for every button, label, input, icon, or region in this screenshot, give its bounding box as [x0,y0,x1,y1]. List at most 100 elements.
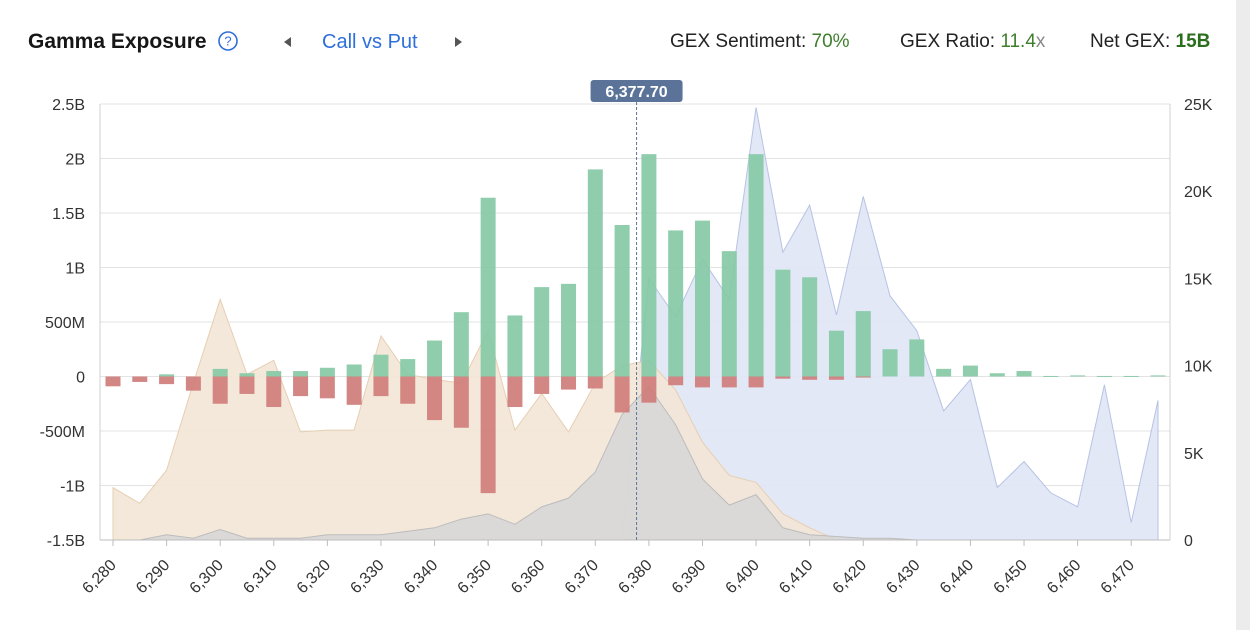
call-gex-bar [1016,371,1032,377]
call-gex-bar [694,220,710,377]
call-gex-bar [909,339,925,377]
put-gex-bar [748,376,764,388]
x-tick-label: 6,430 [883,557,923,597]
y-left-tick-label: 1.5B [52,206,85,223]
call-gex-bar [319,367,335,377]
put-gex-bar [266,376,282,408]
y-left-tick-label: -1B [60,479,85,496]
call-gex-bar [855,311,871,377]
gex-sentiment-stat: GEX Sentiment: 70% [670,31,850,53]
gex-ratio-value: 11.4 [1000,31,1036,52]
call-gex-bar [480,197,496,377]
put-gex-bar [507,376,523,408]
call-gex-bar [453,312,469,377]
call-gex-bar [748,154,764,377]
put-gex-bar [802,376,818,380]
chart-title: Gamma Exposure [28,30,207,53]
put-gex-bar [159,376,175,385]
gex-ratio-stat: GEX Ratio: 11.4x [900,31,1045,53]
call-gex-bar [882,349,898,377]
call-gex-bar [936,368,952,377]
y-right-tick-label: 15K [1184,271,1213,288]
x-tick-label: 6,470 [1098,557,1138,597]
put-gex-bar [775,376,791,379]
y-right-tick-label: 5K [1184,446,1204,463]
call-gex-bar [1096,375,1112,377]
call-gex-bar [1043,375,1059,377]
x-tick-label: 6,350 [455,557,495,597]
x-tick-label: 6,400 [723,557,763,597]
put-gex-bar [132,376,148,382]
call-gex-bar [721,251,737,377]
y-right-tick-label: 10K [1184,359,1213,376]
put-gex-bar [105,376,121,387]
chart-mode-selector[interactable]: Call vs Put [322,31,418,53]
svg-text:?: ? [224,34,231,49]
call-gex-bar [641,154,657,377]
y-right-tick-label: 20K [1184,184,1213,201]
x-tick-label: 6,410 [776,557,816,597]
put-gex-bar [373,376,389,397]
call-gex-bar [668,230,684,377]
call-gex-bar [561,283,577,377]
y-left-tick-label: 0 [76,370,85,387]
y-left-tick-label: 1B [65,261,85,278]
put-gex-bar [239,376,255,394]
call-gex-bar [1150,375,1166,377]
x-tick-label: 6,280 [79,557,119,597]
call-gex-bar [427,340,443,377]
call-gex-bar [266,371,282,377]
call-gex-bar [373,354,389,377]
put-gex-bar [185,376,201,391]
put-gex-bar [668,376,684,386]
call-gex-bar [1070,375,1086,377]
x-tick-label: 6,340 [401,557,441,597]
put-gex-bar [561,376,577,390]
call-gex-bar [293,371,309,377]
call-gex-bar [159,374,175,377]
y-left-tick-label: 500M [45,315,85,332]
put-gex-bar [721,376,737,388]
put-gex-bar [427,376,443,421]
call-gex-bar [534,287,550,377]
put-gex-bar [828,376,844,380]
put-gex-bar [614,376,630,413]
call-gex-bar [614,224,630,377]
net-gex-label: Net GEX: [1090,31,1171,52]
call-gex-bar [346,364,362,377]
put-gex-bar [641,376,657,403]
question-circle-icon[interactable]: ? [218,31,238,51]
x-tick-label: 6,330 [347,557,387,597]
net-gex-value: 15B [1175,31,1211,52]
x-tick-label: 6,370 [562,557,602,597]
spot-price-label: 6,377.70 [605,84,667,101]
call-gex-bar [802,277,818,377]
y-right-tick-label: 0 [1184,533,1193,550]
put-gex-bar [293,376,309,397]
x-tick-label: 6,460 [1044,557,1084,597]
x-tick-label: 6,390 [669,557,709,597]
put-gex-bar [453,376,469,428]
spot-price-badge [590,80,683,102]
gex-ratio-label: GEX Ratio: [900,31,996,52]
call-gex-bar [239,373,255,377]
call-gex-bar [828,330,844,377]
x-tick-label: 6,420 [830,557,870,597]
triangle-right-icon[interactable] [449,32,467,52]
x-tick-label: 6,320 [294,557,334,597]
put-gex-bar [534,376,550,394]
gex-sentiment-value: 70% [811,31,850,52]
scrollbar-track[interactable] [1236,0,1250,630]
call-gex-bar [775,269,791,377]
x-tick-label: 6,300 [187,557,227,597]
net-gex-stat: Net GEX: 15B [1090,31,1210,53]
y-right-tick-label: 25K [1184,97,1213,114]
call-gex-bar [962,365,978,377]
x-tick-label: 6,360 [508,557,548,597]
put-gex-bar [694,376,710,388]
x-tick-label: 6,440 [937,557,977,597]
triangle-left-icon[interactable] [279,32,297,52]
x-tick-label: 6,450 [991,557,1031,597]
y-left-tick-label: -1.5B [47,533,85,550]
